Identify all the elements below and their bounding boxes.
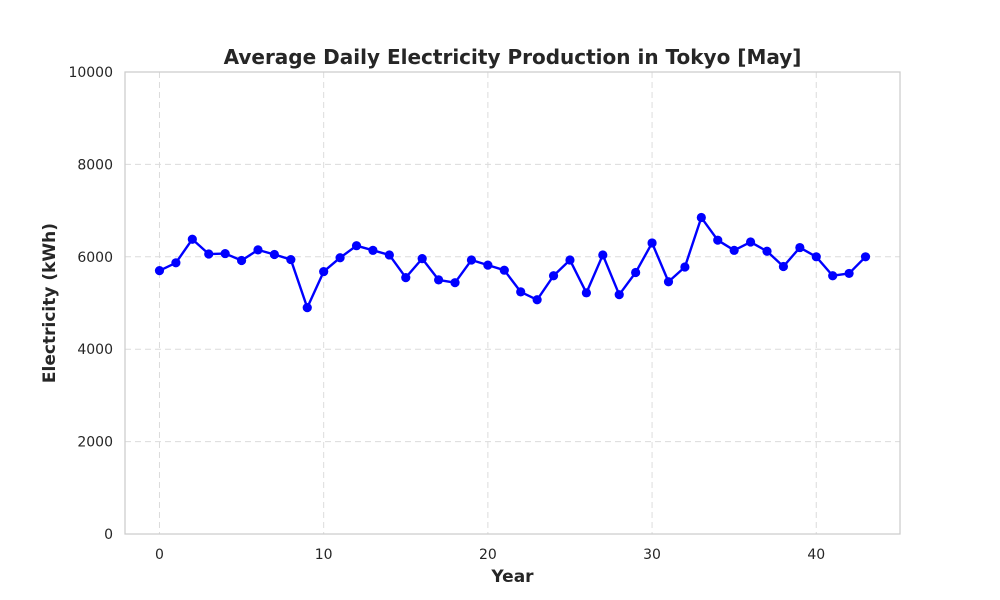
data-point xyxy=(483,260,493,270)
data-point xyxy=(778,261,789,272)
data-point xyxy=(319,266,329,277)
plot-frame xyxy=(124,71,901,535)
data-point xyxy=(253,245,263,255)
data-point xyxy=(729,245,739,255)
chart-title: Average Daily Electricity Production in … xyxy=(224,45,802,69)
x-tick-label: 10 xyxy=(315,547,333,563)
data-point xyxy=(351,241,362,251)
x-axis-label: Year xyxy=(490,567,534,587)
data-point xyxy=(499,265,509,275)
data-point xyxy=(335,253,345,263)
x-tick-label: 0 xyxy=(155,547,164,563)
data-point xyxy=(434,275,444,285)
y-tick-label: 4000 xyxy=(77,342,113,358)
data-point xyxy=(844,268,854,279)
data-point xyxy=(204,249,214,259)
data-point xyxy=(236,255,247,266)
data-point xyxy=(795,242,805,253)
y-tick-label: 0 xyxy=(104,527,113,543)
series-group xyxy=(154,212,871,313)
data-point xyxy=(269,249,280,260)
data-point xyxy=(680,262,690,272)
data-point xyxy=(450,278,460,288)
data-point xyxy=(302,303,312,313)
y-tick-label: 10000 xyxy=(68,65,113,81)
x-tick-label: 40 xyxy=(807,547,825,563)
data-point xyxy=(548,271,559,281)
y-tick-label: 8000 xyxy=(77,157,113,173)
series-line xyxy=(158,216,867,309)
x-tick-label: 20 xyxy=(479,547,497,563)
data-point xyxy=(598,250,608,260)
data-point xyxy=(713,235,723,245)
data-point xyxy=(860,252,871,262)
data-point xyxy=(401,272,411,283)
data-point xyxy=(417,254,427,264)
data-point xyxy=(384,250,394,260)
data-point xyxy=(614,290,624,300)
x-axis-ticks: 0 10 20 30 40 xyxy=(155,547,825,563)
data-point xyxy=(466,255,477,265)
grid xyxy=(125,72,900,534)
y-tick-label: 6000 xyxy=(77,250,113,266)
data-point xyxy=(581,288,591,298)
data-point xyxy=(565,255,575,265)
x-tick-label: 30 xyxy=(643,547,661,563)
data-point xyxy=(762,246,772,256)
data-point xyxy=(532,295,542,305)
data-point xyxy=(220,248,230,259)
y-tick-label: 2000 xyxy=(77,435,113,451)
data-point xyxy=(828,271,838,281)
y-axis-ticks: 0 2000 4000 6000 8000 10000 xyxy=(68,65,113,543)
data-point xyxy=(631,267,641,278)
data-point xyxy=(811,252,821,262)
data-point xyxy=(286,254,296,265)
data-point xyxy=(696,212,706,223)
data-point xyxy=(154,266,165,276)
data-point xyxy=(745,237,756,247)
data-point xyxy=(663,277,674,287)
data-point xyxy=(368,245,378,255)
data-point xyxy=(187,234,197,244)
data-point xyxy=(171,258,181,268)
data-point xyxy=(647,238,657,248)
y-axis-label: Electricity (kWh) xyxy=(40,223,60,383)
data-point xyxy=(516,287,526,297)
